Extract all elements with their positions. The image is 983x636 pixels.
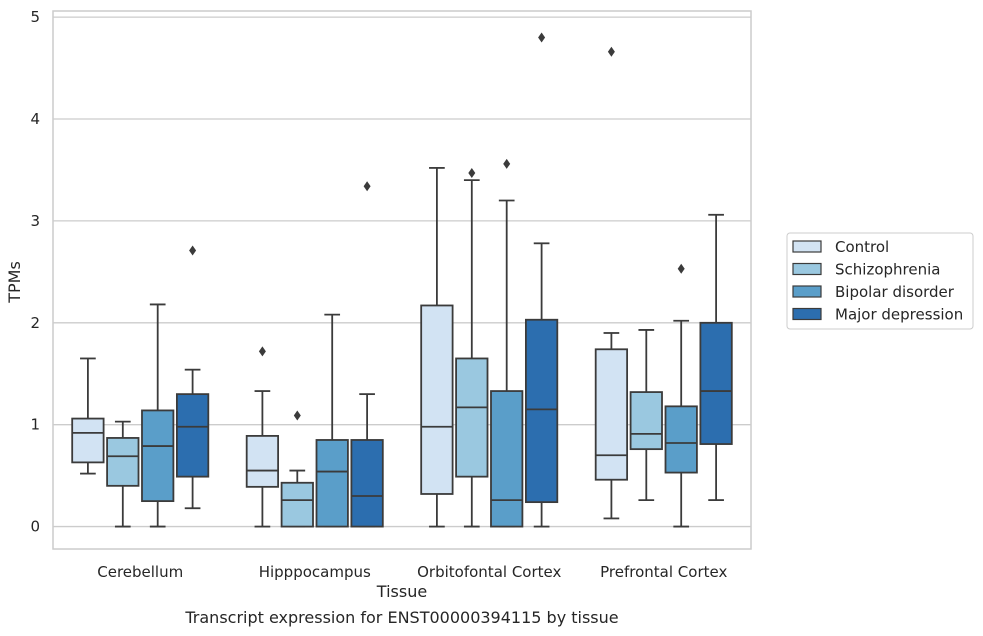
box-cerebellum-schizophrenia [106, 420, 140, 528]
legend-swatch [792, 285, 822, 298]
outlier-point [293, 410, 301, 421]
y-tick-label: 0 [30, 518, 40, 536]
iqr-box [490, 390, 524, 528]
box-cerebellum-control [71, 357, 105, 475]
legend-label: Major depression [835, 306, 963, 324]
legend-item-control: Control [792, 238, 889, 256]
iqr-box [629, 391, 663, 451]
box-series [71, 32, 733, 528]
legend-item-major-depression: Major depression [792, 306, 963, 324]
outlier-point [189, 245, 197, 256]
box-prefrontal-cortex-major-depression [699, 213, 733, 501]
legend-swatch [792, 240, 822, 253]
box-hipppocampus-bipolar-disorder [315, 313, 349, 528]
outlier-point [677, 263, 685, 274]
legend-label: Bipolar disorder [835, 283, 955, 301]
outlier-point [503, 158, 511, 169]
x-tick-labels: Cerebellum Hipppocampus Orbitofontal Corte… [97, 563, 727, 581]
box-cerebellum-major-depression [175, 245, 210, 510]
iqr-box [106, 437, 140, 487]
iqr-box [175, 393, 210, 478]
box-orbitofontal-cortex-major-depression [524, 32, 559, 528]
x-tick-label-orbitofontal-cortex: Orbitofontal Cortex [417, 563, 561, 581]
box-prefrontal-cortex-bipolar-disorder [664, 263, 698, 528]
box-prefrontal-cortex-schizophrenia [629, 329, 663, 501]
iqr-box [699, 321, 733, 445]
y-tick-label: 3 [30, 212, 40, 230]
iqr-box [350, 439, 384, 528]
iqr-box [524, 318, 559, 504]
x-tick-label-cerebellum: Cerebellum [97, 563, 183, 581]
x-axis-title: Tissue [376, 582, 427, 601]
legend-swatch [792, 262, 822, 276]
legend: Control Schizophrenia Bipolar disorder Majo… [786, 232, 974, 330]
iqr-box [664, 405, 698, 474]
outlier-point [468, 168, 476, 179]
box-orbitofontal-cortex-schizophrenia [455, 168, 489, 528]
iqr-box [141, 409, 175, 503]
box-hipppocampus-schizophrenia [280, 410, 314, 528]
box-orbitofontal-cortex-bipolar-disorder [490, 158, 524, 528]
iqr-box [315, 439, 349, 528]
iqr-box [245, 434, 280, 488]
legend-item-schizophrenia: Schizophrenia [792, 261, 940, 279]
legend-frame [786, 232, 974, 330]
iqr-box [594, 348, 629, 481]
legend-item-bipolar-disorder: Bipolar disorder [792, 283, 955, 301]
outlier-point [363, 181, 371, 192]
legend-label: Schizophrenia [835, 261, 940, 279]
box-orbitofontal-cortex-control [420, 167, 454, 528]
chart-caption: Transcript expression for ENST0000039411… [184, 608, 618, 627]
y-axis-title: TPMs [5, 261, 24, 304]
box-hipppocampus-control [245, 346, 280, 528]
plot-frame [52, 10, 752, 550]
y-tick-label: 5 [30, 8, 40, 26]
box-hipppocampus-major-depression [350, 181, 384, 528]
outlier-point [607, 46, 615, 57]
iqr-box [71, 417, 105, 464]
iqr-box [420, 304, 454, 495]
iqr-box [455, 357, 489, 478]
box-cerebellum-bipolar-disorder [141, 303, 175, 528]
y-tick-label: 4 [30, 110, 40, 128]
y-tick-labels: 0 1 2 3 4 5 [30, 8, 40, 535]
iqr-box [280, 481, 314, 528]
x-tick-label-hipppocampus: Hipppocampus [259, 563, 371, 581]
x-tick-label-prefrontal-cortex: Prefrontal Cortex [600, 563, 727, 581]
y-tick-label: 1 [30, 416, 40, 434]
legend-label: Control [835, 238, 889, 256]
outlier-point [538, 32, 546, 43]
box-prefrontal-cortex-control [594, 46, 629, 520]
y-tick-label: 2 [30, 314, 40, 332]
legend-swatch [792, 307, 822, 321]
outlier-point [258, 346, 266, 357]
